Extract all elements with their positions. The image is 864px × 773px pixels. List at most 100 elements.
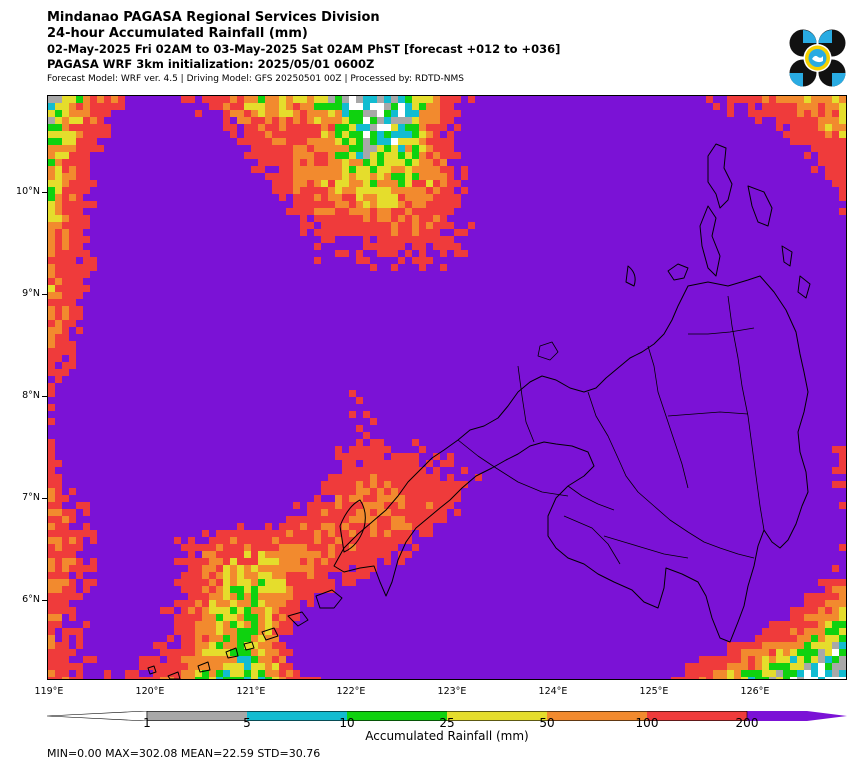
rainfall-cell xyxy=(370,166,377,173)
rainfall-cell xyxy=(832,201,839,208)
rainfall-cell xyxy=(706,264,713,271)
rainfall-cell xyxy=(153,166,160,173)
rainfall-cell xyxy=(734,194,741,201)
rainfall-cell xyxy=(55,383,62,390)
rainfall-cell xyxy=(384,264,391,271)
rainfall-cell xyxy=(286,341,293,348)
rainfall-cell xyxy=(83,264,90,271)
rainfall-cell xyxy=(720,376,727,383)
rainfall-cell xyxy=(818,138,825,145)
rainfall-cell xyxy=(713,292,720,299)
rainfall-cell xyxy=(146,383,153,390)
rainfall-cell xyxy=(349,152,356,159)
rainfall-cell xyxy=(769,201,776,208)
rainfall-cell xyxy=(776,194,783,201)
rainfall-cell xyxy=(55,229,62,236)
rainfall-cell xyxy=(55,138,62,145)
rainfall-cell xyxy=(342,376,349,383)
rainfall-cell xyxy=(153,355,160,362)
rainfall-cell xyxy=(251,152,258,159)
rainfall-cell xyxy=(293,124,300,131)
rainfall-cell xyxy=(531,257,538,264)
rainfall-cell xyxy=(398,131,405,138)
rainfall-cell xyxy=(601,194,608,201)
rainfall-cell xyxy=(405,152,412,159)
rainfall-cell xyxy=(776,166,783,173)
rainfall-cell xyxy=(706,222,713,229)
rainfall-cell xyxy=(97,131,104,138)
rainfall-cell xyxy=(426,278,433,285)
rainfall-cell xyxy=(566,208,573,215)
rainfall-cell xyxy=(426,180,433,187)
rainfall-cell xyxy=(230,194,237,201)
rainfall-cell xyxy=(370,376,377,383)
rainfall-cell xyxy=(286,292,293,299)
rainfall-cell xyxy=(825,278,832,285)
rainfall-cell xyxy=(580,159,587,166)
rainfall-cell xyxy=(769,236,776,243)
rainfall-cell xyxy=(223,376,230,383)
rainfall-cell xyxy=(643,222,650,229)
rainfall-cell xyxy=(244,257,251,264)
rainfall-cell xyxy=(342,201,349,208)
rainfall-cell xyxy=(433,194,440,201)
rainfall-cell xyxy=(118,103,125,110)
rainfall-cell xyxy=(69,138,76,145)
rainfall-cell xyxy=(580,250,587,257)
rainfall-cell xyxy=(104,145,111,152)
rainfall-cell xyxy=(90,369,97,376)
rainfall-cell xyxy=(76,355,83,362)
rainfall-cell xyxy=(573,376,580,383)
rainfall-cell xyxy=(622,250,629,257)
rainfall-cell xyxy=(153,138,160,145)
rainfall-cell xyxy=(202,180,209,187)
rainfall-cell xyxy=(363,362,370,369)
rainfall-cell xyxy=(643,292,650,299)
rainfall-cell xyxy=(559,376,566,383)
rainfall-cell xyxy=(825,110,832,117)
rainfall-cell xyxy=(783,243,790,250)
rainfall-cell xyxy=(377,334,384,341)
rainfall-cell xyxy=(699,159,706,166)
rainfall-cell xyxy=(146,355,153,362)
rainfall-cell xyxy=(720,348,727,355)
rainfall-cell xyxy=(419,355,426,362)
rainfall-cell xyxy=(692,383,699,390)
rainfall-cell xyxy=(132,103,139,110)
rainfall-cell xyxy=(818,299,825,306)
rainfall-cell xyxy=(251,250,258,257)
rainfall-cell xyxy=(552,110,559,117)
rainfall-cell xyxy=(97,376,104,383)
rainfall-cell xyxy=(314,208,321,215)
rainfall-cell xyxy=(538,348,545,355)
rainfall-cell xyxy=(440,180,447,187)
rainfall-cell xyxy=(538,355,545,362)
rainfall-cell xyxy=(748,271,755,278)
rainfall-cell xyxy=(482,194,489,201)
rainfall-cell xyxy=(517,236,524,243)
rainfall-cell xyxy=(90,117,97,124)
rainfall-cell xyxy=(384,236,391,243)
rainfall-cell xyxy=(125,166,132,173)
rainfall-cell xyxy=(209,257,216,264)
rainfall-cell xyxy=(720,278,727,285)
rainfall-cell xyxy=(559,348,566,355)
rainfall-cell xyxy=(223,397,230,404)
rainfall-cell xyxy=(174,145,181,152)
rainfall-cell xyxy=(356,215,363,222)
rainfall-cell xyxy=(244,103,251,110)
rainfall-cell xyxy=(97,271,104,278)
rainfall-cell xyxy=(146,341,153,348)
rainfall-cell xyxy=(363,138,370,145)
rainfall-cell xyxy=(125,341,132,348)
rainfall-cell xyxy=(776,383,783,390)
rainfall-cell xyxy=(90,355,97,362)
rainfall-cell xyxy=(251,194,258,201)
rainfall-cell xyxy=(797,327,804,334)
rainfall-cell xyxy=(615,187,622,194)
rainfall-cell xyxy=(587,159,594,166)
rainfall-cell xyxy=(566,327,573,334)
rainfall-cell xyxy=(363,103,370,110)
rainfall-cell xyxy=(419,138,426,145)
rainfall-cell xyxy=(783,334,790,341)
